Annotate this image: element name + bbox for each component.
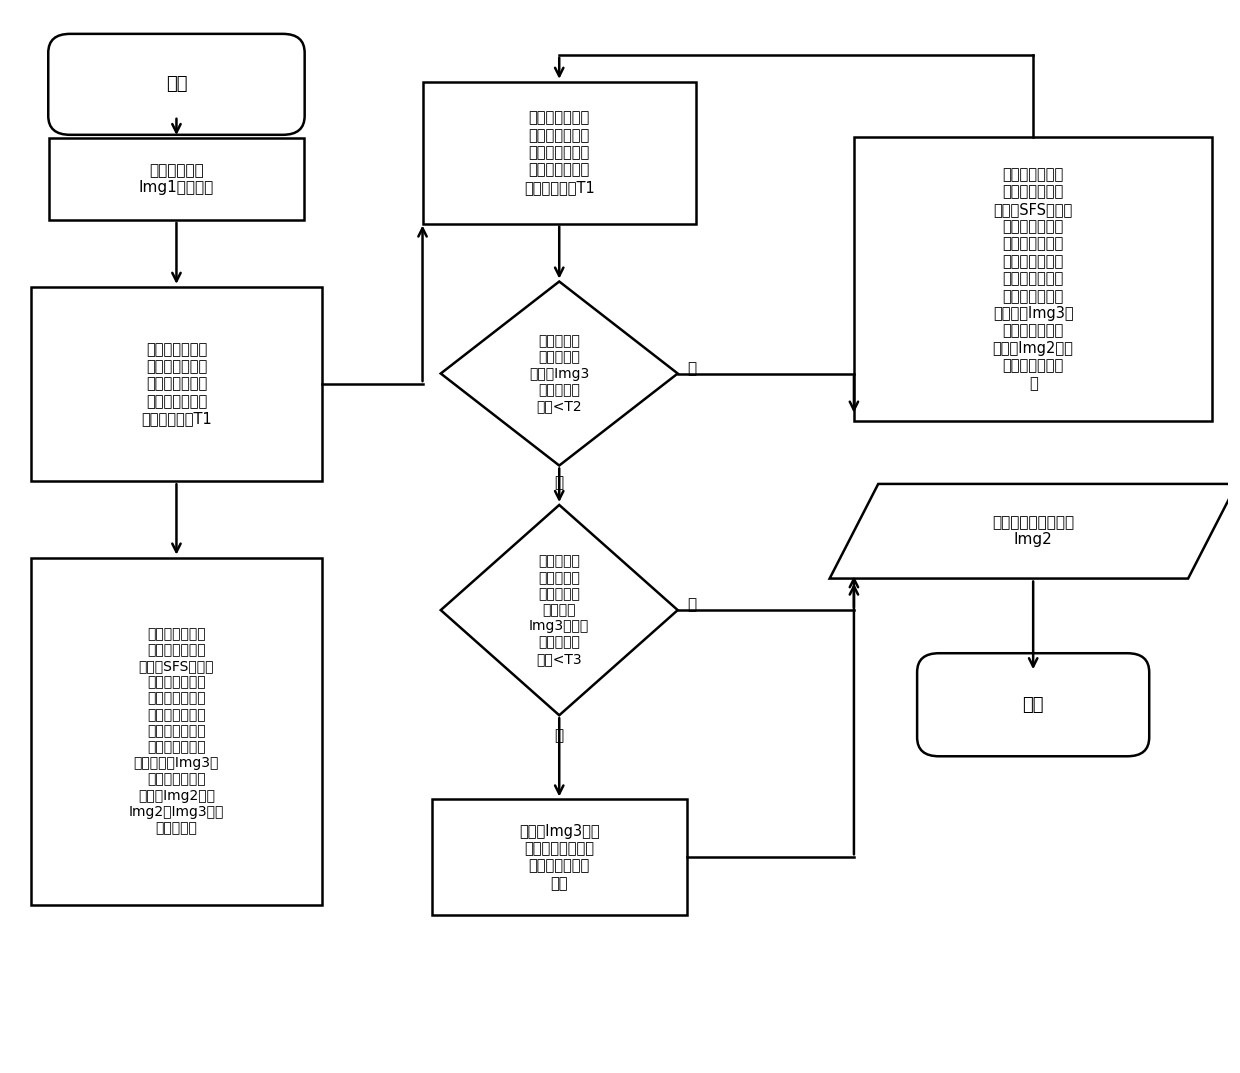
Text: 直接用Img3中的
区域的深度信息，
赋值给当前帧的
区域: 直接用Img3中的 区域的深度信息， 赋值给当前帧的 区域 [518,824,600,891]
Text: 结束: 结束 [1023,695,1044,714]
Bar [854,137,1213,421]
Bar [31,558,322,905]
FancyBboxPatch shape [918,653,1149,756]
Text: 对每个区域采样
点，计算这些采
样点的SFS方法获
得的深度信息，
平均后，作为该
区域的整体深度
信息，并保存当
前帧为相对精确
的图片集Img3、
以及最后: 对每个区域采样 点，计算这些采 样点的SFS方法获 得的深度信息， 平均后，作为… [993,167,1074,391]
Text: 对所有剩下的帧
采用水平集的方
式对每帧图片分
割区域，每个区
域面积至少为T1: 对所有剩下的帧 采用水平集的方 式对每帧图片分 割区域，每个区 域面积至少为T1 [523,111,595,195]
Text: 是: 是 [554,475,564,490]
Polygon shape [440,281,678,466]
Polygon shape [830,484,1236,578]
FancyBboxPatch shape [48,34,305,135]
Text: 开始: 开始 [166,75,187,93]
Bar [48,138,304,220]
Text: 当前帧的区
域中心位置
在宽和高方
向上，与
Img3的区域
中心值偏差
之和<T3: 当前帧的区 域中心位置 在宽和高方 向上，与 Img3的区域 中心值偏差 之和<… [529,555,589,665]
Bar [432,799,687,915]
Text: 是: 是 [554,727,564,743]
Bar [31,286,322,482]
Text: 对每个区域采样
点，计算这些采
样点的SFS方法获
得的深度信息，
平均后，作为该
区域的整体深度
信息，并保存抽
取的帧为相对精
确的图片集Img3、
以及最: 对每个区域采样 点，计算这些采 样点的SFS方法获 得的深度信息， 平均后，作为… [129,627,224,835]
Text: 否: 否 [687,598,696,613]
Text: 否: 否 [687,361,696,376]
Polygon shape [440,505,678,716]
Text: 抽取全部视频
Img1中的图片: 抽取全部视频 Img1中的图片 [139,163,215,195]
Text: 输出带有深度信息的
Img2: 输出带有深度信息的 Img2 [992,515,1074,547]
Text: 对所有抽取的帧
采用水平集的方
式对每帧图片分
割区域，每个区
域面积至少为T1: 对所有抽取的帧 采用水平集的方 式对每帧图片分 割区域，每个区 域面积至少为T1 [141,341,212,426]
Bar [423,82,696,223]
Text: 剩下的帧在
时间轴上与
上一个Img3
的帧的帧间
距离<T2: 剩下的帧在 时间轴上与 上一个Img3 的帧的帧间 距离<T2 [529,334,589,413]
